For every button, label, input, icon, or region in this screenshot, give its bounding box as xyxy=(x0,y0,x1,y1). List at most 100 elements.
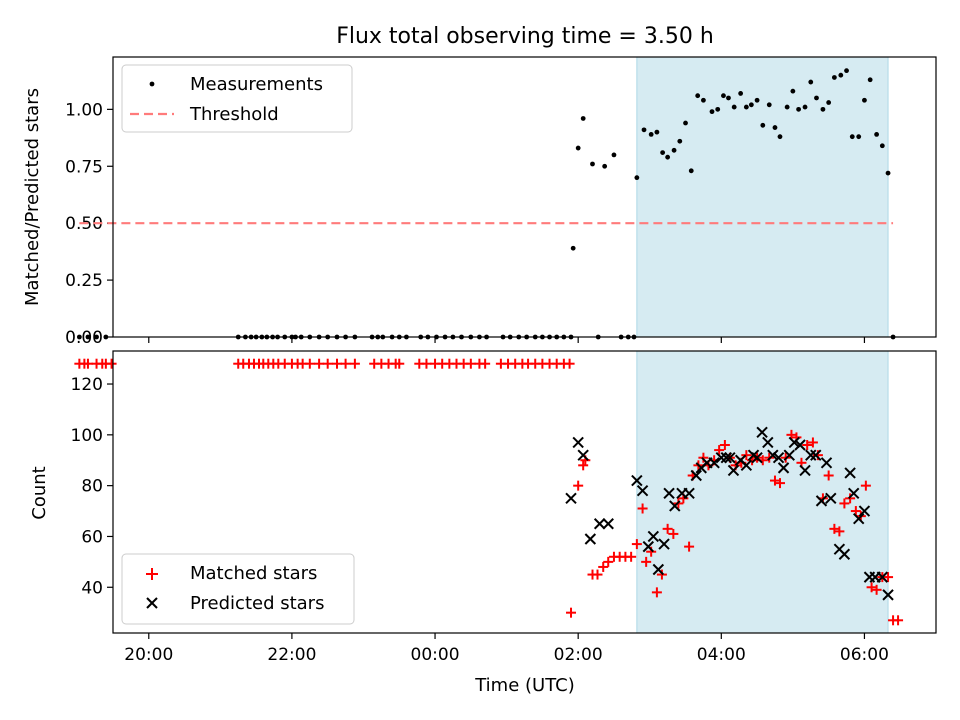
predicted-star-point xyxy=(767,449,779,461)
measurement-point xyxy=(602,163,608,169)
bottom-panel-legend: Matched stars Predicted stars xyxy=(121,553,355,625)
matched-star-point xyxy=(331,358,342,369)
measurement-point xyxy=(688,168,694,174)
predicted-star-point xyxy=(858,505,871,517)
y-tick-label: 0.75 xyxy=(65,157,103,177)
measurement-point xyxy=(808,79,814,85)
predicted-star-point xyxy=(825,492,837,505)
measurement-point xyxy=(826,100,832,105)
measurement-point xyxy=(611,152,617,158)
y-tick-label: 100 xyxy=(71,426,103,446)
top-panel-marks xyxy=(76,68,896,340)
matched-star-point xyxy=(566,607,577,618)
top-panel-legend: Measurements Threshold xyxy=(121,64,353,133)
predicted-star-point xyxy=(788,436,801,449)
x-tick-label: 22:00 xyxy=(267,645,316,665)
measurement-point xyxy=(648,131,654,137)
predicted-star-point xyxy=(647,530,660,543)
matched-star-point xyxy=(592,569,603,580)
matched-star-point xyxy=(603,556,614,567)
measurement-point xyxy=(754,97,760,103)
measurement-point xyxy=(575,145,581,151)
predicted-star-point xyxy=(777,462,790,474)
predicted-star-point xyxy=(815,495,828,507)
bottom-panel-xlabel: Time (UTC) xyxy=(474,675,575,696)
measurement-point xyxy=(570,245,576,251)
matched-star-point xyxy=(866,582,877,593)
predicted-star-point xyxy=(720,451,733,464)
bottom-panel-marks xyxy=(74,358,904,626)
measurement-point xyxy=(590,161,595,167)
measurement-point xyxy=(743,104,749,110)
x-tick-label: 20:00 xyxy=(124,645,173,665)
measurement-point xyxy=(802,104,808,110)
measurement-point xyxy=(885,170,891,176)
bottom-panel-ylabel: Count xyxy=(29,466,50,519)
matched-star-point xyxy=(656,569,667,580)
predicted-star-point xyxy=(652,563,665,576)
predicted-star-point xyxy=(756,426,768,439)
measurement-point xyxy=(580,116,586,121)
predicted-star-point xyxy=(715,451,728,464)
predicted-star-point xyxy=(636,485,649,497)
legend-measurements-marker xyxy=(149,81,155,87)
measurement-point xyxy=(784,104,790,110)
matched-star-point xyxy=(651,587,662,598)
predicted-star-point xyxy=(577,449,589,461)
matched-star-point xyxy=(893,615,904,626)
matched-star-point xyxy=(834,526,845,537)
measurement-point xyxy=(677,138,683,144)
matched-star-point xyxy=(641,556,652,567)
y-tick-label: 120 xyxy=(71,375,103,395)
matched-star-point xyxy=(314,358,325,369)
matched-star-point xyxy=(845,493,856,504)
x-tick-label: 06:00 xyxy=(840,645,889,665)
measurement-point xyxy=(814,95,819,101)
measurement-point xyxy=(796,106,801,112)
matched-star-point xyxy=(340,358,351,369)
matched-star-point xyxy=(598,561,609,572)
measurement-point xyxy=(94,334,99,340)
measurement-point xyxy=(844,68,849,74)
matched-star-point xyxy=(573,480,584,491)
measurement-point xyxy=(766,102,772,108)
y-tick-label: 60 xyxy=(81,527,103,547)
predicted-star-point xyxy=(820,457,833,469)
measurement-point xyxy=(879,143,885,149)
predicted-star-point xyxy=(683,487,695,499)
y-tick-label: 0.25 xyxy=(65,271,103,291)
bottom-panel: 20:00 22:00 00:00 02:00 04:00 06:00 40 60 80 100 1… xyxy=(29,350,937,696)
top-panel-frame xyxy=(112,56,937,338)
matched-star-point xyxy=(807,437,818,448)
legend-predicted-label: Predicted stars xyxy=(190,593,324,614)
matched-star-point xyxy=(860,480,871,491)
predicted-star-point xyxy=(642,540,655,553)
predicted-star-point xyxy=(690,469,702,482)
measurement-point xyxy=(665,154,671,160)
matched-star-point xyxy=(883,572,894,583)
matched-star-point xyxy=(741,450,752,461)
matched-star-point xyxy=(802,440,813,450)
y-tick-label: 1.00 xyxy=(65,100,103,120)
measurement-point xyxy=(683,120,688,126)
y-tick-label: 80 xyxy=(81,477,103,497)
top-panel-axes: 0.000.250.500.751.00 xyxy=(65,100,866,348)
predicted-star-point xyxy=(783,449,795,461)
measurement-point xyxy=(76,334,82,340)
legend-threshold-label: Threshold xyxy=(189,104,279,125)
matched-star-point xyxy=(684,541,695,552)
predicted-star-point xyxy=(810,449,822,461)
measurement-point xyxy=(867,77,873,83)
predicted-star-point xyxy=(663,487,675,499)
matched-star-point xyxy=(823,470,834,481)
measurement-point xyxy=(660,150,666,156)
matched-star-point xyxy=(421,358,432,369)
predicted-star-point xyxy=(853,512,865,525)
measurement-point xyxy=(726,95,731,101)
matched-star-point xyxy=(564,358,575,369)
matched-star-point xyxy=(714,445,725,456)
predicted-star-point xyxy=(708,457,720,469)
matched-star-point xyxy=(719,440,730,450)
measurement-point xyxy=(862,97,867,103)
